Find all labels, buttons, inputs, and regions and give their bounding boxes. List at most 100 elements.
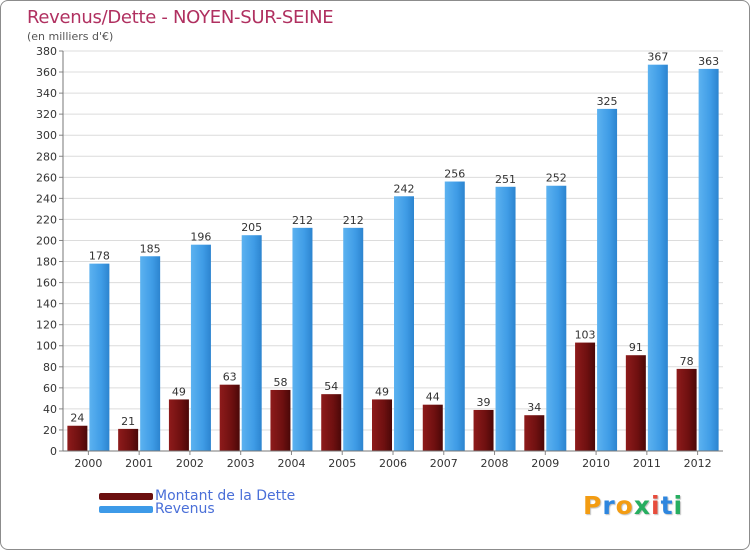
x-tick-label: 2012 — [684, 457, 712, 470]
data-label-dette: 49 — [375, 385, 389, 398]
y-tick-label: 380 — [36, 45, 57, 58]
data-label-dette: 103 — [575, 329, 596, 342]
x-tick-label: 2003 — [227, 457, 255, 470]
y-tick-label: 260 — [36, 171, 57, 184]
data-label-dette: 44 — [426, 391, 440, 404]
y-tick-label: 20 — [43, 424, 57, 437]
legend-swatch-revenus — [99, 505, 153, 513]
x-tick-label: 2008 — [481, 457, 509, 470]
legend-label-dette: Montant de la Dette — [155, 488, 296, 504]
bar-dette — [473, 409, 494, 451]
y-tick-label: 60 — [43, 382, 57, 395]
logo-letter: P — [583, 491, 603, 520]
logo-letter: o — [615, 491, 634, 520]
data-label-revenus: 325 — [597, 95, 618, 108]
data-label-revenus: 252 — [546, 172, 567, 185]
data-label-dette: 39 — [477, 396, 491, 409]
bar-revenus — [89, 263, 110, 451]
data-label-dette: 34 — [527, 401, 541, 414]
bar-dette — [118, 428, 139, 451]
y-tick-label: 0 — [50, 445, 57, 458]
y-tick-label: 360 — [36, 66, 57, 79]
bar-revenus — [698, 68, 719, 451]
bar-dette — [168, 399, 189, 451]
data-label-dette: 54 — [324, 380, 338, 393]
y-tick-label: 40 — [43, 403, 57, 416]
bar-dette — [67, 425, 88, 451]
x-tick-label: 2007 — [430, 457, 458, 470]
y-tick-label: 280 — [36, 150, 57, 163]
bar-revenus — [140, 256, 161, 451]
grid-lines — [63, 50, 723, 452]
data-label-dette: 49 — [172, 385, 186, 398]
bar-dette — [625, 355, 646, 451]
x-tick-label: 2011 — [633, 457, 661, 470]
logo-letter: i — [673, 491, 684, 520]
legend-swatch-dette — [99, 492, 153, 500]
bar-dette — [270, 389, 291, 451]
logo-letter: t — [660, 491, 674, 520]
y-tick-label: 240 — [36, 192, 57, 205]
data-label-revenus: 185 — [140, 242, 161, 255]
data-label-dette: 58 — [273, 376, 287, 389]
bar-dette — [422, 404, 443, 451]
bar-dette — [219, 384, 240, 451]
data-label-revenus: 212 — [343, 214, 364, 227]
x-tick-label: 2006 — [379, 457, 407, 470]
x-tick-label: 2002 — [176, 457, 204, 470]
logo-letter: i — [651, 491, 661, 520]
bar-dette — [321, 394, 342, 451]
bar-revenus — [241, 235, 262, 451]
y-tick-label: 140 — [36, 298, 57, 311]
data-label-revenus: 363 — [698, 55, 719, 68]
bar-revenus — [597, 108, 618, 451]
chart-title: Revenus/Dette - NOYEN-SUR-SEINE — [27, 7, 334, 28]
bar-revenus — [343, 227, 364, 451]
x-tick-label: 2005 — [328, 457, 356, 470]
y-tick-label: 220 — [36, 213, 57, 226]
y-tick-label: 200 — [36, 234, 57, 247]
x-tick-label: 2004 — [277, 457, 305, 470]
data-label-revenus: 367 — [647, 51, 668, 64]
bar-dette — [676, 368, 697, 451]
x-tick-label: 2010 — [582, 457, 610, 470]
bar-dette — [372, 399, 392, 451]
axes — [62, 51, 723, 452]
y-tick-label: 340 — [36, 87, 57, 100]
data-label-dette: 78 — [680, 355, 694, 368]
logo-letter: x — [633, 491, 651, 520]
bar-revenus — [647, 64, 668, 452]
bar-dette — [524, 415, 545, 451]
x-tick-label: 2009 — [531, 457, 559, 470]
bar-revenus — [292, 227, 313, 451]
data-label-dette: 21 — [121, 415, 135, 428]
bar-dette — [575, 342, 596, 451]
y-tick-label: 160 — [36, 277, 57, 290]
data-label-revenus: 196 — [190, 231, 211, 244]
bar-revenus — [444, 181, 465, 452]
bars: 24 178 21 185 49 196 63 205 58 212 54 212 49 242 44 256… — [67, 51, 719, 452]
y-axis-ticks: 0 20 40 60 80 100 120 140 160 180 200 220 240 260 280 3… — [36, 45, 63, 458]
data-label-revenus: 205 — [241, 221, 262, 234]
proxiti-logo: Proxiti — [583, 491, 683, 520]
y-tick-label: 320 — [36, 108, 57, 121]
data-label-revenus: 242 — [394, 182, 415, 195]
data-label-revenus: 178 — [89, 250, 110, 263]
y-tick-label: 120 — [36, 319, 57, 332]
data-label-dette: 91 — [629, 341, 643, 354]
legend-label-revenus: Revenus — [155, 501, 215, 517]
data-label-revenus: 212 — [292, 214, 313, 227]
x-axis-ticks: 2000 2001 2002 2003 2004 2005 2006 2007 2008 2009… — [74, 451, 712, 470]
data-label-revenus: 251 — [495, 173, 516, 186]
chart-subtitle: (en milliers d'€) — [27, 30, 114, 43]
bar-revenus — [190, 244, 211, 451]
logo-letter: r — [602, 491, 616, 520]
data-label-dette: 24 — [70, 412, 84, 425]
legend-item-revenus: Revenus — [99, 501, 215, 517]
y-tick-label: 180 — [36, 256, 57, 269]
bar-revenus — [546, 185, 567, 451]
y-tick-label: 100 — [36, 340, 57, 353]
y-tick-label: 80 — [43, 361, 57, 374]
